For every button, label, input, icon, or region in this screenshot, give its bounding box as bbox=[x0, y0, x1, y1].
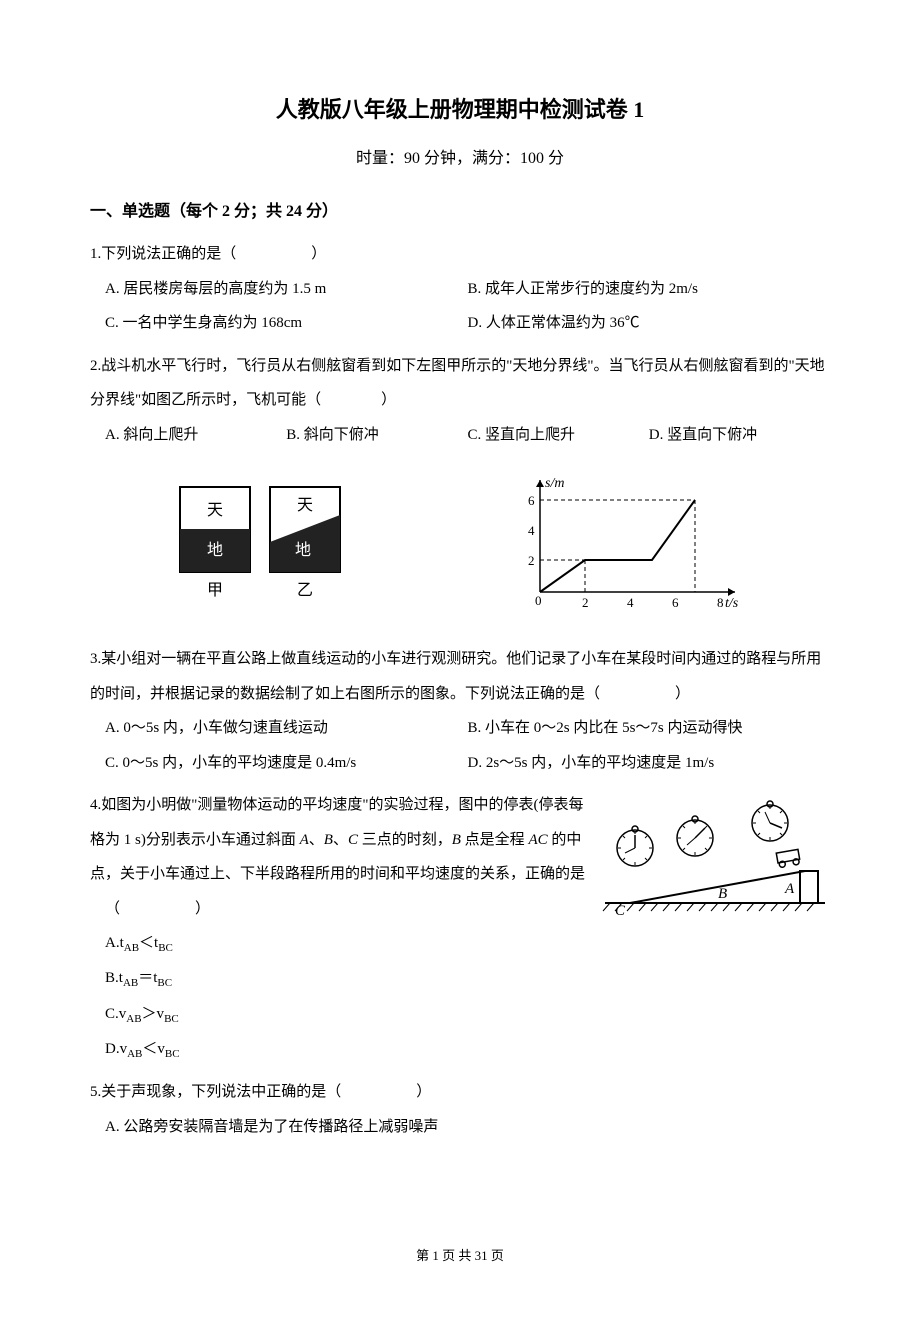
svg-text:6: 6 bbox=[672, 595, 679, 610]
page-title: 人教版八年级上册物理期中检测试卷 1 bbox=[90, 90, 830, 130]
svg-text:4: 4 bbox=[528, 523, 535, 538]
svg-text:0: 0 bbox=[535, 593, 542, 608]
q1-stem: 1.下列说法正确的是（ ） bbox=[90, 237, 830, 272]
svg-text:地: 地 bbox=[207, 541, 223, 559]
svg-text:天: 天 bbox=[297, 497, 313, 514]
q3-option-a: A. 0～5s 内，小车做匀速直线运动 bbox=[105, 711, 468, 746]
figure-q2: 天 地 甲 天 地 乙 bbox=[170, 477, 350, 607]
q2-option-a: A. 斜向上爬升 bbox=[105, 418, 286, 453]
question-3: 3.某小组对一辆在平直公路上做直线运动的小车进行观测研究。他们记录了小车在某段时… bbox=[90, 642, 830, 780]
q4-option-d: D.vAB＜vBC bbox=[90, 1032, 830, 1067]
q2-option-b: B. 斜向下俯冲 bbox=[286, 418, 467, 453]
svg-text:4: 4 bbox=[627, 595, 634, 610]
q4-stem-part3: 三点的时刻， bbox=[358, 832, 452, 848]
q4-italic-a: A bbox=[300, 832, 309, 848]
question-4: A B C bbox=[90, 788, 830, 1067]
svg-text:8: 8 bbox=[717, 595, 724, 610]
section-1-header: 一、单选题（每个 2 分；共 24 分） bbox=[90, 198, 830, 227]
q2-stem: 2.战斗机水平飞行时，飞行员从右侧舷窗看到如下左图甲所示的"天地分界线"。当飞行… bbox=[90, 349, 830, 418]
svg-text:2: 2 bbox=[582, 595, 589, 610]
page-footer: 第 1 页 共 31 页 bbox=[90, 1244, 830, 1267]
subtitle: 时量：90 分钟，满分：100 分 bbox=[90, 145, 830, 174]
q3-option-c: C. 0～5s 内，小车的平均速度是 0.4m/s bbox=[105, 746, 468, 781]
q4-option-c: C.vAB＞vBC bbox=[90, 997, 830, 1032]
q1-option-d: D. 人体正常体温约为 36℃ bbox=[468, 306, 831, 341]
svg-text:乙: 乙 bbox=[297, 582, 313, 599]
figure-q4: A B C bbox=[600, 793, 830, 937]
q2-option-d: D. 竖直向下俯冲 bbox=[649, 418, 830, 453]
svg-text:甲: 甲 bbox=[207, 582, 223, 599]
q5-option-a: A. 公路旁安装隔音墙是为了在传播路径上减弱噪声 bbox=[90, 1110, 830, 1145]
q1-option-a: A. 居民楼房每层的高度约为 1.5 m bbox=[105, 272, 468, 307]
svg-text:B: B bbox=[718, 886, 727, 902]
svg-text:6: 6 bbox=[528, 493, 535, 508]
question-2: 2.战斗机水平飞行时，飞行员从右侧舷窗看到如下左图甲所示的"天地分界线"。当飞行… bbox=[90, 349, 830, 453]
q4-stem-part4: 点是全程 bbox=[461, 832, 529, 848]
svg-text:2: 2 bbox=[528, 553, 535, 568]
q4-option-b: B.tAB＝tBC bbox=[90, 961, 830, 996]
q4-italic-b2: B bbox=[452, 832, 461, 848]
q3-stem: 3.某小组对一辆在平直公路上做直线运动的小车进行观测研究。他们记录了小车在某段时… bbox=[90, 642, 830, 711]
svg-text:t/s: t/s bbox=[725, 596, 739, 611]
svg-text:C: C bbox=[615, 903, 626, 919]
question-5: 5.关于声现象，下列说法中正确的是（ ） A. 公路旁安装隔音墙是为了在传播路径… bbox=[90, 1075, 830, 1144]
figure-q3-chart: 0 2 4 6 2 4 6 8 s/m t/s bbox=[510, 472, 750, 612]
question-1: 1.下列说法正确的是（ ） A. 居民楼房每层的高度约为 1.5 m B. 成年… bbox=[90, 237, 830, 341]
q1-option-c: C. 一名中学生身高约为 168cm bbox=[105, 306, 468, 341]
svg-text:s/m: s/m bbox=[545, 476, 564, 491]
svg-text:地: 地 bbox=[295, 541, 311, 559]
q2-option-c: C. 竖直向上爬升 bbox=[468, 418, 649, 453]
svg-text:天: 天 bbox=[207, 502, 223, 519]
q4-italic-c: C bbox=[348, 832, 358, 848]
q1-option-b: B. 成年人正常步行的速度约为 2m/s bbox=[468, 272, 831, 307]
q5-stem: 5.关于声现象，下列说法中正确的是（ ） bbox=[90, 1075, 830, 1110]
q3-option-b: B. 小车在 0～2s 内比在 5s～7s 内运动得快 bbox=[468, 711, 831, 746]
q4-italic-ac: AC bbox=[528, 832, 547, 848]
q4-italic-b: B bbox=[324, 832, 333, 848]
q3-option-d: D. 2s～5s 内，小车的平均速度是 1m/s bbox=[468, 746, 831, 781]
figures-row-q2-q3: 天 地 甲 天 地 乙 0 2 4 6 2 4 6 8 s/m t/s bbox=[90, 472, 830, 612]
svg-text:A: A bbox=[784, 881, 795, 897]
